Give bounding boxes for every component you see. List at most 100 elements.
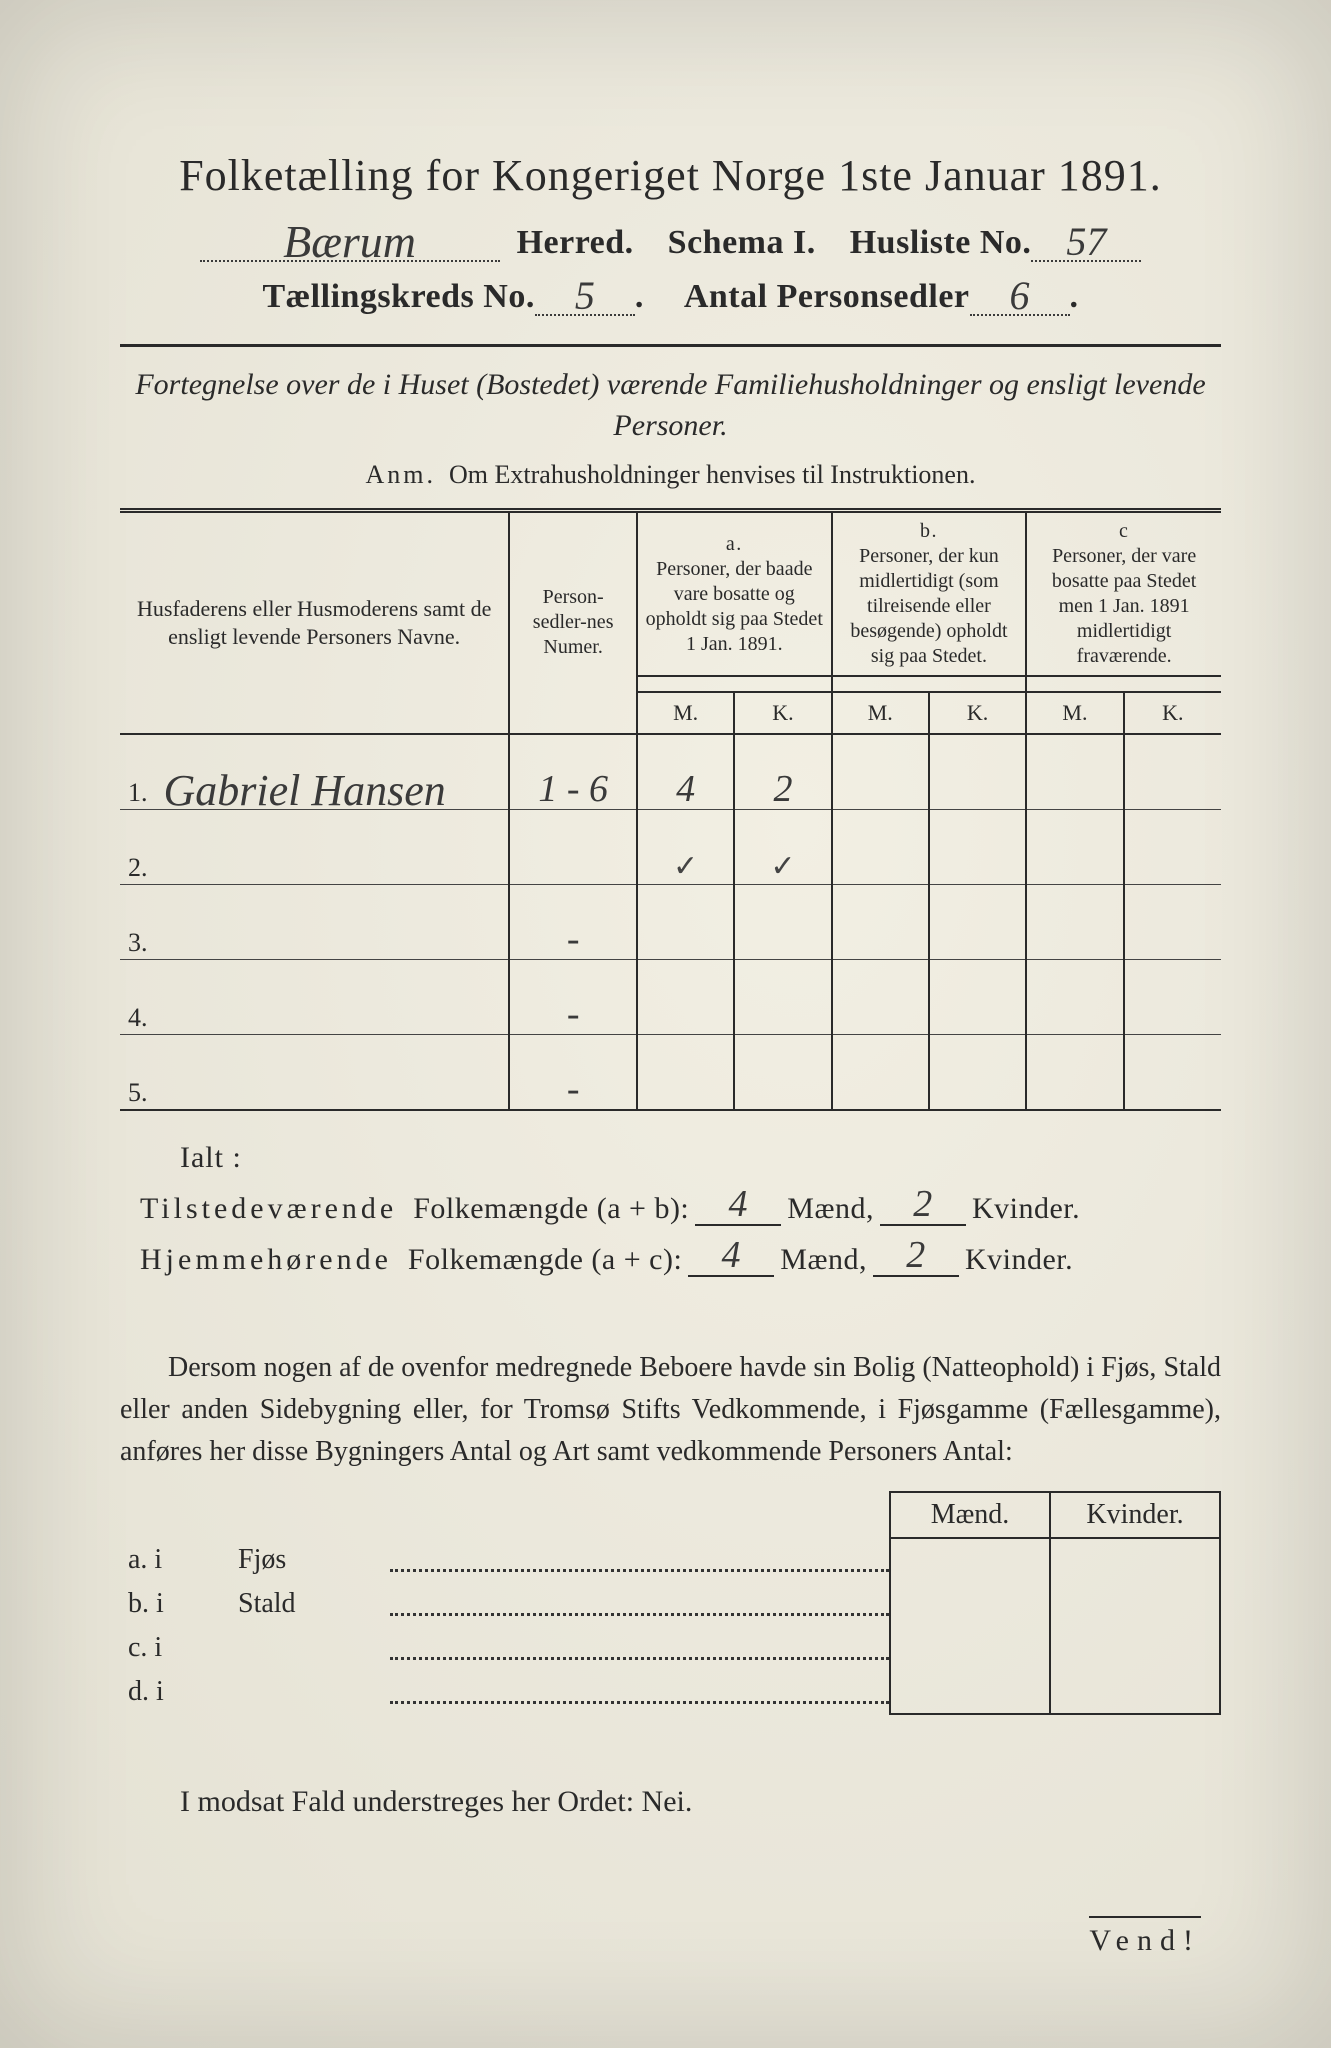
home-k: 2 [906,1234,926,1276]
fjos-dots [390,1582,890,1626]
home-m: 4 [722,1234,742,1276]
col-c-text: Personer, der vare bosatte paa Stedet me… [1033,544,1215,669]
c-m-cell [1026,809,1123,884]
home-label-a: Hjemmehørende [140,1243,392,1277]
col-a-header: a. Personer, der baade vare bosatte og o… [637,511,832,677]
sedler-cell: - [509,959,637,1034]
name-cell: 1. Gabriel Hansen [120,734,509,810]
antal-label: Antal Personsedler [684,278,970,316]
kreds-label: Tællingskreds No. [262,278,534,316]
table-row: 3. - [120,884,1221,959]
spacer-b [832,676,1027,692]
fjos-maend-cell [890,1582,1050,1626]
fjos-maend-cell [890,1538,1050,1582]
a-k-cell-value: ✓ [770,850,795,883]
c-k-cell [1124,1034,1221,1110]
a-k-cell: ✓ [734,809,831,884]
a-m-cell: 4 [637,734,734,810]
home-m-field: 4 [688,1236,774,1277]
b-k-cell [929,1034,1026,1110]
kreds-suffix: . [635,278,644,316]
fjos-row-type: Fjøs [230,1538,390,1582]
fjos-kvinder-header: Kvinder. [1050,1492,1220,1538]
spacer-c [1026,676,1221,692]
fjos-table: Mænd. Kvinder. a. iFjøsb. iStaldc. id. i [120,1491,1221,1715]
person-name: Gabriel Hansen [164,766,446,815]
present-m-field: 4 [695,1185,781,1226]
b-k-cell [929,809,1026,884]
ialt-label: Ialt : [180,1141,1221,1175]
anm-label: Anm. [366,460,437,489]
anm-line: Anm. Om Extrahusholdninger henvises til … [120,460,1221,490]
a-m-cell: ✓ [637,809,734,884]
home-k-field: 2 [873,1236,959,1277]
fjos-kvinder-cell [1050,1582,1220,1626]
kvinder-label-2: Kvinder. [965,1243,1073,1277]
fjos-dots [390,1670,890,1714]
col-b-label: b. [839,519,1020,544]
b-k: K. [929,692,1026,734]
herred-field: Bærum [200,213,500,262]
present-label-b: Folkemængde (a + b): [413,1192,689,1226]
fjos-row: c. i [120,1626,1220,1670]
b-m-cell [832,884,929,959]
col-b-text: Personer, der kun midlertidigt (som tilr… [839,544,1020,669]
c-m-cell [1026,959,1123,1034]
fjos-row: a. iFjøs [120,1538,1220,1582]
a-m-cell [637,884,734,959]
b-m-cell [832,734,929,810]
row-number: 1. [128,778,156,808]
a-k-cell-value: 2 [773,768,792,810]
col-a-text: Personer, der baade vare bosatte og opho… [644,557,825,657]
b-m-cell [832,959,929,1034]
present-label-a: Tilstedeværende [140,1192,397,1226]
b-m-cell [832,809,929,884]
sedler-cell: - [509,1034,637,1110]
antal-value: 6 [1010,273,1030,318]
census-form-page: Folketælling for Kongeriget Norge 1ste J… [0,0,1331,2048]
kreds-field: 5 [535,272,635,316]
page-title: Folketælling for Kongeriget Norge 1ste J… [120,150,1221,201]
row-number: 2. [128,853,156,883]
b-k-cell [929,734,1026,810]
col-sedler-header: Person-sedler-nes Numer. [509,511,637,734]
col-c-header: c Personer, der vare bosatte paa Stedet … [1026,511,1221,677]
fjos-row: d. i [120,1670,1220,1714]
a-m-cell-value: 4 [676,768,695,810]
a-k: K. [734,692,831,734]
b-k-cell [929,884,1026,959]
fjos-dots [390,1626,890,1670]
anm-text: Om Extrahusholdninger henvises til Instr… [449,460,975,489]
household-table: Husfaderens eller Husmoderens samt de en… [120,508,1221,1111]
sedler-cell-value: - [567,918,580,960]
sedler-cell: 1 - 6 [509,734,637,810]
fjos-kvinder-cell [1050,1538,1220,1582]
fjos-row-label: a. i [120,1538,230,1582]
fjos-dots [390,1538,890,1582]
b-m: M. [832,692,929,734]
modsat-line: I modsat Fald understreges her Ordet: Ne… [180,1785,1221,1819]
col-names-header: Husfaderens eller Husmoderens samt de en… [120,511,509,734]
fjos-row-label: b. i [120,1582,230,1626]
a-k-cell: 2 [734,734,831,810]
name-cell: 3. [120,884,509,959]
antal-suffix: . [1070,278,1079,316]
a-m-cell [637,959,734,1034]
home-sum-line: Hjemmehørende Folkemængde (a + c): 4 Mæn… [140,1236,1221,1277]
fjos-row-type: Stald [230,1582,390,1626]
fjos-row-label: c. i [120,1626,230,1670]
vend-label: Vend! [1089,1916,1201,1958]
fjos-row-type [230,1670,390,1714]
name-cell: 2. [120,809,509,884]
b-k-cell [929,959,1026,1034]
name-cell: 5. [120,1034,509,1110]
a-m-cell-value: ✓ [673,850,698,883]
col-a-label: a. [644,532,825,557]
sedler-cell: - [509,884,637,959]
fjos-maend-cell [890,1670,1050,1714]
a-k-cell [734,959,831,1034]
name-cell: 4. [120,959,509,1034]
maend-label-1: Mænd, [787,1192,874,1226]
row-number: 3. [128,928,156,958]
husliste-label: Husliste No. [850,224,1032,262]
